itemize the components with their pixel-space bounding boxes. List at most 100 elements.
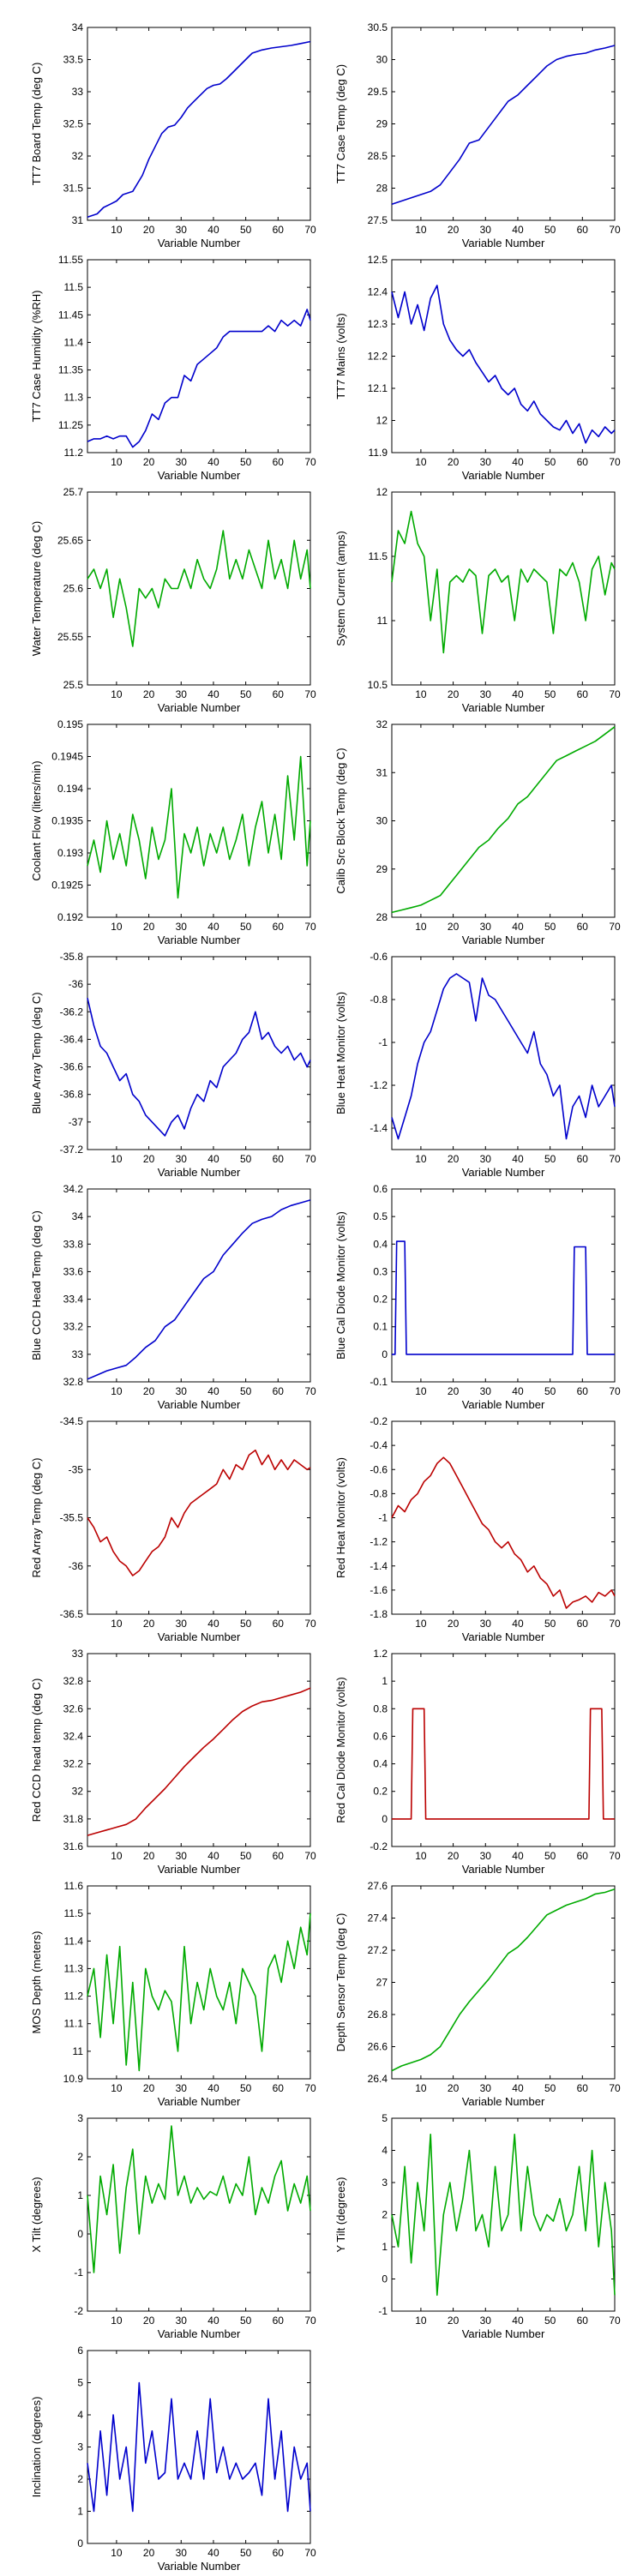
y-tick-label: 27.6 (368, 1880, 388, 1892)
plot-frame (391, 1653, 616, 1847)
x-tick-label: 30 (480, 688, 492, 700)
x-tick-label: 70 (609, 1153, 621, 1165)
chart-panel-16: 10 20 30 40 50 60 70 -0.2 0 0.2 0.4 0.6 0.8 1 1.2 Varia… (334, 1648, 621, 1876)
y-tick-label: 31 (72, 214, 84, 226)
chart-panel-11: 10 20 30 40 50 60 70 32.8 33 33.2 33.4 33.6 33.8 34 34… (30, 1183, 316, 1411)
y-tick-label: -36.4 (60, 1033, 84, 1045)
y-tick-label: -34.5 (60, 1415, 84, 1427)
x-tick-label: 40 (207, 2315, 219, 2327)
x-tick-label: 40 (512, 224, 524, 236)
x-tick-label: 60 (273, 1618, 285, 1630)
x-tick-label: 20 (448, 1153, 460, 1165)
y-tick-label: 0 (382, 1813, 388, 1825)
chart-panel-6: 10 20 30 40 50 60 70 10.5 11 11.5 12 Variable Numbe… (334, 486, 621, 714)
y-tick-label: 27.2 (368, 1944, 388, 1956)
x-tick-label: 10 (415, 688, 427, 700)
x-tick-label: 10 (111, 1153, 123, 1165)
x-tick-label: 60 (273, 2315, 285, 2327)
chart-panel-12: 10 20 30 40 50 60 70 -0.1 0 0.1 0.2 0.3 0.4 0.5 0.6 Var… (334, 1183, 621, 1411)
y-tick-label: 4 (382, 2145, 388, 2157)
y-tick-label: 10.5 (368, 679, 388, 691)
y-axis-label: Y Tilt (degrees) (334, 2177, 347, 2253)
y-tick-label: -35.5 (60, 1512, 84, 1524)
y-tick-label: 0.6 (373, 1183, 388, 1195)
y-tick-label: 2 (77, 2151, 83, 2163)
x-axis-label: Variable Number (158, 2327, 241, 2340)
y-axis-label: TT7 Board Temp (deg C) (30, 63, 43, 186)
y-tick-label: 32.5 (63, 118, 84, 130)
y-tick-label: 29.5 (368, 86, 388, 98)
x-tick-label: 70 (304, 1618, 316, 1630)
chart-panel-4: 10 20 30 40 50 60 70 11.9 12 12.1 12.2 12.3 12.4 12.5… (334, 254, 621, 482)
x-tick-label: 40 (207, 688, 219, 700)
y-tick-label: 2 (77, 2473, 83, 2485)
y-tick-label: 1 (382, 1675, 388, 1687)
chart-panel-19: 10 20 30 40 50 60 70 -2 -1 0 1 2 3 Variable Number X T… (30, 2112, 316, 2340)
y-axis-label: TT7 Mains (volts) (334, 313, 347, 399)
y-axis-label: Depth Sensor Temp (deg C) (334, 1913, 347, 2052)
x-tick-label: 60 (273, 456, 285, 468)
y-axis-label: Blue CCD Head Temp (deg C) (30, 1210, 43, 1360)
y-tick-label: 27.4 (368, 1912, 388, 1924)
y-axis-label: Blue Heat Monitor (volts) (334, 992, 347, 1114)
x-tick-label: 20 (448, 224, 460, 236)
x-tick-label: 70 (304, 456, 316, 468)
y-tick-label: -1 (378, 1036, 388, 1048)
y-tick-label: 0 (77, 2228, 83, 2240)
chart-panel-8: 10 20 30 40 50 60 70 28 29 30 31 32 Variable Number C… (334, 718, 621, 946)
y-tick-label: -1 (74, 2267, 83, 2279)
plot-frame (87, 1885, 311, 2080)
y-tick-label: 33.4 (63, 1294, 84, 1306)
x-tick-label: 70 (304, 688, 316, 700)
x-tick-label: 40 (512, 1153, 524, 1165)
x-tick-label: 40 (512, 1618, 524, 1630)
y-tick-label: -1.8 (370, 1608, 388, 1620)
x-tick-label: 40 (512, 456, 524, 468)
series-line (391, 1456, 616, 1609)
x-tick-label: 20 (143, 921, 155, 933)
x-tick-label: 10 (415, 921, 427, 933)
x-tick-label: 20 (448, 2315, 460, 2327)
chart-panel-9: 10 20 30 40 50 60 70 -37.2 -37 -36.8 -36.6 -36.4 -36… (30, 951, 316, 1179)
y-axis-label: Red CCD head temp (deg C) (30, 1678, 43, 1822)
x-tick-label: 10 (111, 1385, 123, 1397)
y-tick-label: 3 (77, 2441, 83, 2453)
x-tick-label: 50 (544, 2082, 556, 2094)
x-axis-label: Variable Number (158, 1630, 241, 1643)
x-tick-label: 10 (111, 2315, 123, 2327)
x-tick-label: 30 (480, 224, 492, 236)
x-tick-label: 70 (304, 921, 316, 933)
x-tick-label: 20 (143, 456, 155, 468)
x-tick-label: 70 (304, 1153, 316, 1165)
x-tick-label: 30 (480, 1850, 492, 1862)
plot-frame (391, 1188, 616, 1383)
x-tick-label: 10 (415, 1850, 427, 1862)
y-tick-label: 26.6 (368, 2041, 388, 2053)
series-line (392, 1240, 615, 1355)
y-tick-label: -0.1 (370, 1376, 388, 1388)
x-tick-label: 10 (415, 2082, 427, 2094)
y-tick-label: 32 (376, 718, 388, 730)
y-tick-label: 11.2 (64, 1991, 84, 2003)
x-tick-label: 40 (207, 456, 219, 468)
x-tick-label: 70 (609, 688, 621, 700)
x-axis-label: Variable Number (158, 1166, 241, 1179)
x-tick-label: 10 (111, 688, 123, 700)
y-tick-label: 10.9 (63, 2073, 84, 2085)
y-axis-label: MOS Depth (meters) (30, 1931, 43, 2034)
x-tick-label: 50 (240, 1850, 252, 1862)
x-tick-label: 10 (111, 456, 123, 468)
y-tick-label: 6 (77, 2345, 83, 2357)
x-tick-label: 60 (273, 1850, 285, 1862)
y-axis-label: Coolant Flow (liters/min) (30, 760, 43, 880)
x-tick-label: 20 (143, 2547, 155, 2559)
y-tick-label: 0.192 (57, 911, 83, 923)
x-tick-label: 30 (176, 1153, 188, 1165)
y-tick-label: 33.8 (63, 1238, 84, 1250)
y-tick-label: 0.8 (373, 1702, 388, 1714)
y-tick-label: 32 (72, 150, 84, 162)
series-line (87, 2381, 311, 2513)
x-tick-label: 20 (143, 2315, 155, 2327)
plot-frame (391, 1420, 616, 1615)
